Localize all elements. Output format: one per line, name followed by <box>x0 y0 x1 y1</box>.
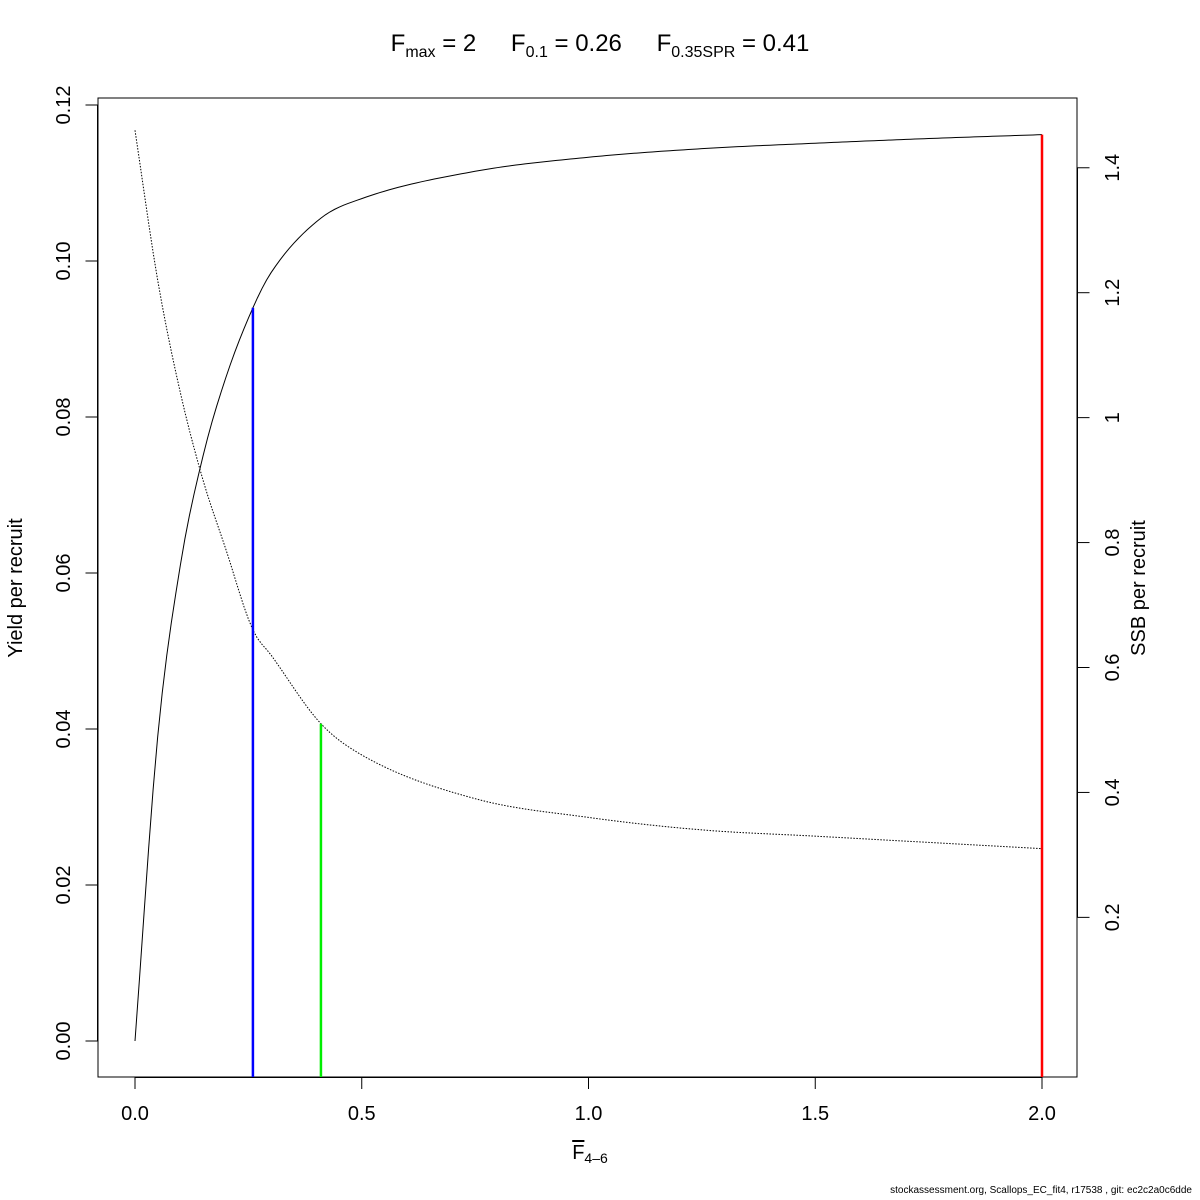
plot-frame <box>97 97 1078 1078</box>
title-f035spr: F0.35SPR = 0.41 <box>656 30 810 61</box>
y-right-tick-label: 0.4 <box>1102 779 1124 807</box>
y-left-tick-label: 0.06 <box>53 554 75 593</box>
y-right-tick-label: 0.2 <box>1102 903 1124 931</box>
yield-per-recruit-line <box>134 134 1043 1042</box>
y-left-tick-label: 0.00 <box>53 1022 75 1061</box>
title-fmax: Fmax = 2 <box>390 30 477 61</box>
ssb-per-recruit-line <box>134 130 1043 850</box>
x-tick-label: 1.5 <box>801 1103 829 1125</box>
x-axis-label: F4–6 <box>572 1142 608 1166</box>
y-left-tick-label: 0.04 <box>53 710 75 749</box>
x-tick-label: 0.0 <box>121 1103 149 1125</box>
y-left-tick-label: 0.12 <box>53 86 75 125</box>
y-right-tick-label: 1.2 <box>1102 279 1124 307</box>
y-left-tick-label: 0.10 <box>53 242 75 281</box>
footer-credit: stockassessment.org, Scallops_EC_fit4, r… <box>890 1185 1192 1196</box>
y-right-tick-label: 0.8 <box>1102 529 1124 557</box>
y-right-tick-label: 1.4 <box>1102 154 1124 182</box>
axes-layer: 0.0 0.5 1.0 1.5 2.0 0.00 0.02 0.04 0.06 0.08 0.10 0… <box>53 86 1124 1125</box>
y-axis-right-label: SSB per recruit <box>1128 520 1150 656</box>
title-f01: F0.1 = 0.26 <box>510 30 622 61</box>
series-layer <box>134 130 1043 1042</box>
x-tick-label: 0.5 <box>348 1103 376 1125</box>
x-tick-label: 1.0 <box>575 1103 603 1125</box>
y-left-tick-label: 0.08 <box>53 398 75 437</box>
reference-lines-layer <box>251 134 1044 1077</box>
x-tick-label: 2.0 <box>1028 1103 1056 1125</box>
y-left-tick-label: 0.02 <box>53 866 75 905</box>
y-axis-left-label: Yield per recruit <box>5 518 27 658</box>
chart-title: Fmax = 2 F0.1 = 0.26 F0.35SPR = 0.41 <box>0 30 1200 62</box>
y-right-tick-label: 1 <box>1102 412 1124 423</box>
y-right-tick-label: 0.6 <box>1102 654 1124 682</box>
